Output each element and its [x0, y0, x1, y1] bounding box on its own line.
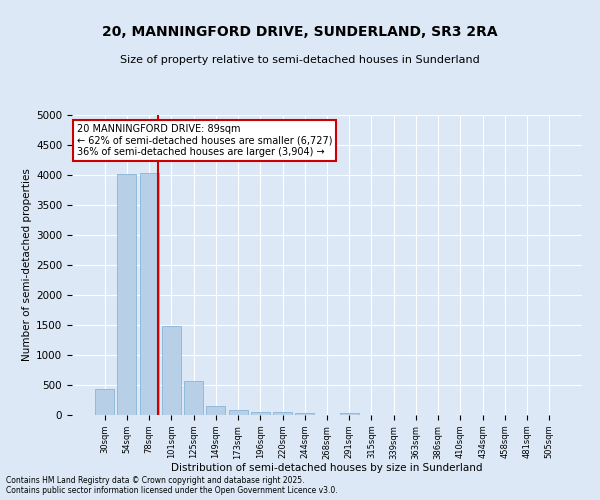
Bar: [340, 412, 359, 415]
Bar: [295, 412, 314, 415]
Bar: [251, 412, 270, 415]
Y-axis label: Number of semi-detached properties: Number of semi-detached properties: [22, 168, 32, 362]
Text: 20, MANNINGFORD DRIVE, SUNDERLAND, SR3 2RA: 20, MANNINGFORD DRIVE, SUNDERLAND, SR3 2…: [102, 25, 498, 39]
Text: 20 MANNINGFORD DRIVE: 89sqm
← 62% of semi-detached houses are smaller (6,727)
36: 20 MANNINGFORD DRIVE: 89sqm ← 62% of sem…: [77, 124, 332, 157]
Bar: [118, 174, 136, 415]
Bar: [184, 382, 203, 415]
Text: Contains HM Land Registry data © Crown copyright and database right 2025.
Contai: Contains HM Land Registry data © Crown c…: [6, 476, 338, 495]
Bar: [140, 172, 158, 415]
Bar: [273, 412, 292, 415]
Text: Size of property relative to semi-detached houses in Sunderland: Size of property relative to semi-detach…: [120, 55, 480, 65]
Bar: [229, 410, 248, 415]
X-axis label: Distribution of semi-detached houses by size in Sunderland: Distribution of semi-detached houses by …: [171, 463, 483, 473]
Bar: [162, 326, 181, 415]
Bar: [95, 389, 114, 415]
Bar: [206, 406, 225, 415]
